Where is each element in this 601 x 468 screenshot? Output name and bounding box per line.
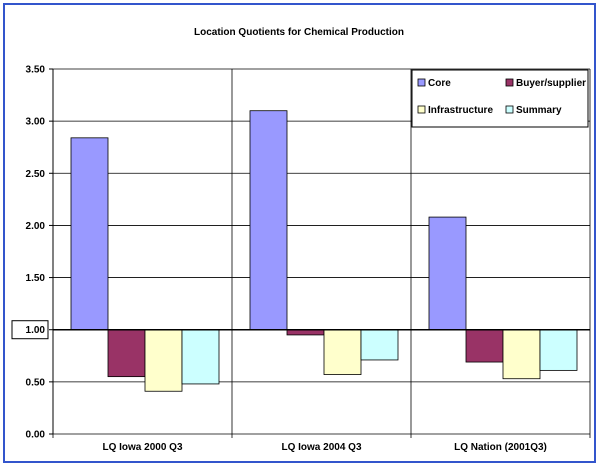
- bar-infrastructure-1: [323, 329, 362, 375]
- x-tick-label: LQ Iowa 2000 Q3: [102, 442, 182, 453]
- legend-swatch: [505, 105, 514, 114]
- legend-label: Core: [428, 78, 451, 89]
- y-tick-labels: 0.00 0.50 1.00 1.50 2.00 2.50 3.00 3.50: [11, 65, 49, 441]
- chart-title: Location Quotients for Chemical Producti…: [194, 27, 404, 38]
- bars: [70, 110, 578, 392]
- bar-core-2: [428, 216, 467, 331]
- chart-frame: Location Quotients for Chemical Producti…: [3, 3, 596, 463]
- y-tick-label: 2.50: [26, 169, 46, 180]
- baseline-label-box: [11, 320, 49, 340]
- bar-infrastructure-0: [144, 329, 183, 392]
- y-tick-label: 3.00: [26, 117, 46, 128]
- bar-infrastructure-2: [502, 329, 541, 380]
- legend-swatch: [417, 78, 426, 87]
- bar-summary-0: [181, 329, 220, 385]
- legend: Core Buyer/supplier Infrastructure Summary: [411, 69, 589, 128]
- y-tick-label: 0.50: [26, 377, 46, 388]
- x-tick-label: LQ Nation (2001Q3): [454, 442, 547, 453]
- bar-summary-2: [539, 329, 578, 371]
- axes: [49, 68, 590, 435]
- legend-label: Summary: [516, 105, 562, 116]
- y-tick-label: 3.50: [26, 65, 46, 76]
- bar-summary-1: [360, 329, 399, 361]
- bar-chart: Location Quotients for Chemical Producti…: [11, 27, 591, 453]
- x-tick-label: LQ Iowa 2004 Q3: [281, 442, 361, 453]
- legend-swatch: [417, 105, 426, 114]
- legend-swatch: [505, 78, 514, 87]
- bar-buyer-supplier-0: [107, 329, 146, 378]
- legend-box: [411, 69, 589, 128]
- x-tick-labels: LQ Iowa 2000 Q3 LQ Iowa 2004 Q3 LQ Nation …: [102, 442, 546, 453]
- y-tick-label: 1.00: [26, 325, 46, 336]
- y-tick-label: 2.00: [26, 221, 46, 232]
- bar-buyer-supplier-1: [286, 329, 325, 336]
- legend-label: Buyer/supplier: [516, 78, 586, 89]
- bar-buyer-supplier-2: [465, 329, 504, 363]
- y-tick-label: 1.50: [26, 273, 46, 284]
- bar-core-0: [70, 137, 109, 331]
- bar-core-1: [249, 110, 288, 331]
- y-tick-label: 0.00: [26, 430, 46, 441]
- legend-label: Infrastructure: [428, 105, 493, 116]
